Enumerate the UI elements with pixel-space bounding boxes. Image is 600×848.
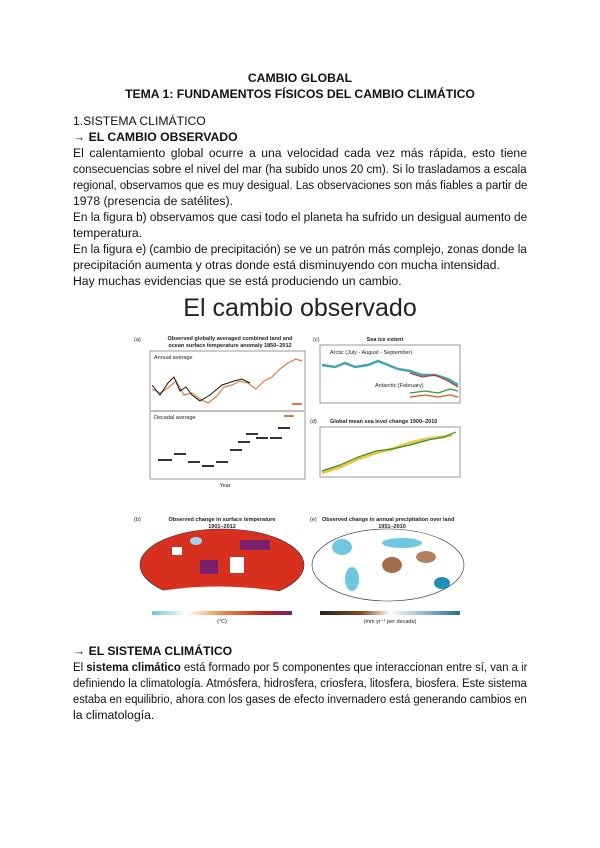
panel-c-antarctic: Antarctic (February) (375, 383, 424, 389)
paragraph-line: regional, observamos que es muy desigual… (73, 178, 528, 192)
panel-e-label: (e) (310, 517, 317, 523)
paragraph-line: En la figura b) observamos que casi todo… (73, 210, 528, 224)
panel-c-arctic: Arctic (July - August - September) (330, 350, 412, 356)
paragraph-line: consecuencias sobre el nivel del mar (ha… (73, 162, 527, 176)
document-title: CAMBIO GLOBAL (247, 71, 353, 85)
arctic-ice-line (321, 359, 459, 387)
decadal-average-bars (158, 403, 302, 467)
panel-c-title: Sea ice extent (367, 337, 404, 343)
section-heading: → EL CAMBIO OBSERVADO (73, 130, 238, 144)
panel-a-sub: Decadal average (154, 415, 196, 421)
panel-a-xlabel: Year (219, 483, 230, 489)
panel-e-title: 1951–2010 (378, 524, 406, 530)
paragraph-line: precipitación aumenta y otras donde está… (73, 258, 500, 272)
panel-d-title: Global mean sea level change 1900–2010 (330, 419, 437, 425)
paragraph-line: la climatología. (73, 708, 155, 722)
panel-b-unit: (°C) (217, 619, 227, 625)
paragraph-line: 1978 (presencia de satélites). (73, 194, 233, 208)
panel-e-title: Observed change in annual precipitation … (322, 517, 454, 523)
bold-term: sistema climático (86, 660, 181, 674)
paragraph-line: definiendo la climatología. Atmósfera, h… (73, 676, 527, 690)
section-heading: → EL SISTEMA CLIMÁTICO (73, 644, 233, 658)
paragraph-line: El sistema climático está formado por 5 … (73, 659, 527, 675)
panel-e-unit: (mm yr⁻¹ per decade) (364, 619, 417, 625)
paragraph-line: temperatura. (73, 226, 143, 240)
panel-a-sub: Annual average (154, 355, 193, 361)
paragraph-line: En la figura e) (cambio de precipitación… (73, 242, 527, 256)
text: está formado por 5 componentes que inter… (180, 660, 528, 674)
sea-level-line (321, 433, 453, 475)
panel-b-title: Observed change in surface temperature (169, 517, 276, 523)
document-subtitle: TEMA 1: FUNDAMENTOS FÍSICOS DEL CAMBIO C… (125, 87, 475, 101)
figure-title: El cambio observado (183, 294, 417, 322)
text: El (73, 660, 87, 674)
panel-b-title: 1901–2012 (208, 524, 236, 530)
section-number-title: 1.SISTEMA CLIMÁTICO (73, 114, 206, 128)
observed-change-figure: El cambio observado (a) Observed globall… (130, 285, 470, 635)
figure-panels: (a) Observed globally averaged combined … (134, 336, 465, 625)
paragraph-line: El calentamiento global ocurre a una vel… (73, 146, 527, 160)
panel-a-title: Observed globally averaged combined land… (167, 336, 292, 342)
panel-b-label: (b) (134, 517, 141, 523)
annual-temperature-line (151, 358, 303, 404)
paragraph-line: estaba en equilibrio, ahora con los gase… (73, 692, 527, 706)
panel-c-label: (c) (313, 337, 320, 343)
panel-a-title: ocean surface temperature anomaly 1850–2… (168, 343, 291, 349)
paragraph-line: Hay muchas evidencias que se está produc… (73, 274, 402, 288)
panel-d-label: (d) (310, 419, 317, 425)
panel-a-label: (a) (134, 337, 141, 343)
